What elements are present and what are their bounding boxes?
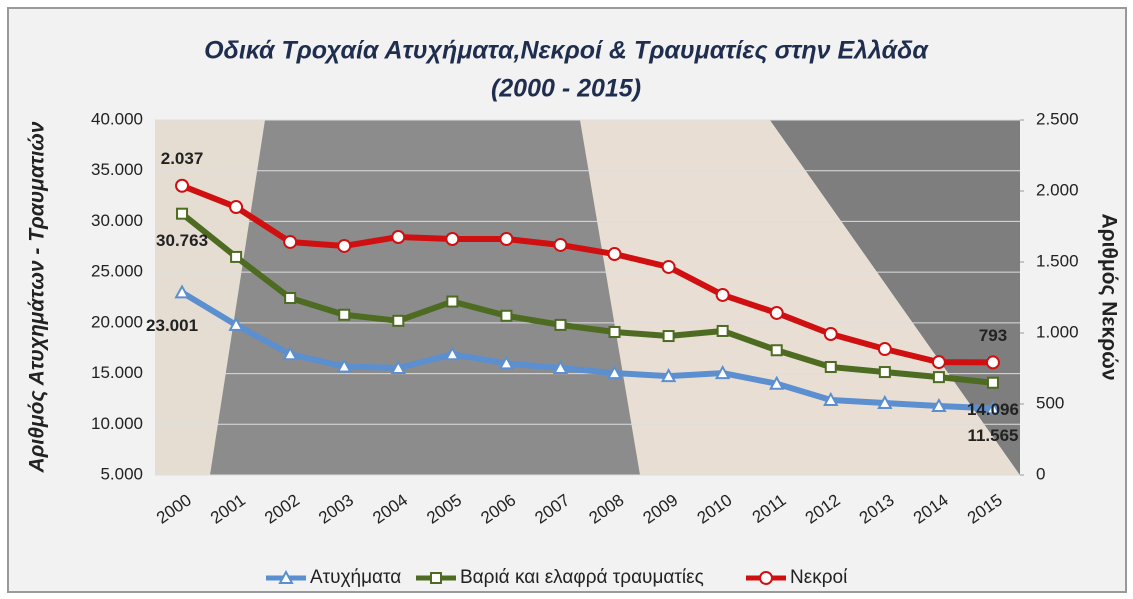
data-point [718, 326, 728, 336]
data-point [988, 378, 998, 388]
chart-subtitle: (2000 - 2015) [491, 75, 641, 103]
data-point [176, 180, 188, 192]
data-label: 23.001 [146, 316, 198, 335]
data-label: 30.763 [156, 231, 208, 250]
legend-marker [431, 573, 441, 583]
data-label: 11.565 [967, 426, 1018, 445]
data-label: 2.037 [161, 149, 204, 168]
data-point [555, 320, 565, 330]
y2-tick-label: 2.500 [1036, 109, 1079, 128]
data-point [934, 372, 944, 382]
data-point [393, 316, 403, 326]
chart-title: Οδικά Τροχαία Ατυχήματα,Νεκροί & Τραυματ… [204, 37, 929, 65]
data-point [825, 328, 837, 340]
data-label: 14.096 [967, 400, 1019, 419]
y2-tick-label: 1.000 [1036, 322, 1079, 341]
data-point [284, 236, 296, 248]
data-point [447, 297, 457, 307]
data-point [987, 356, 999, 368]
legend-label: Βαριά και ελαφρά τραυματίες [460, 567, 704, 588]
legend-label: Νεκροί [790, 567, 848, 588]
data-point [664, 331, 674, 341]
data-point [826, 362, 836, 372]
data-point [610, 327, 620, 337]
data-point [880, 367, 890, 377]
y-tick-label: 30.000 [91, 211, 143, 230]
chart: Οδικά Τροχαία Ατυχήματα,Νεκροί & Τραυματ… [0, 0, 1133, 594]
data-point [500, 233, 512, 245]
legend-marker [760, 572, 772, 584]
y-tick-label: 5.000 [100, 464, 143, 483]
data-point [392, 231, 404, 243]
y2-axis-title: Αριθμός Νεκρών [1097, 213, 1120, 380]
y-tick-label: 35.000 [91, 160, 143, 179]
legend-label: Ατυχήματα [310, 567, 401, 588]
y2-tick-label: 2.000 [1036, 180, 1079, 199]
data-point [771, 307, 783, 319]
y2-tick-label: 0 [1036, 464, 1045, 483]
y-tick-label: 40.000 [91, 109, 143, 128]
y-tick-label: 10.000 [91, 414, 143, 433]
data-point [285, 293, 295, 303]
data-point [177, 209, 187, 219]
y-axis-title: Αριθμός Ατυχημάτων - Τραυματιών [26, 121, 49, 473]
y-tick-label: 25.000 [91, 262, 143, 281]
data-point [338, 240, 350, 252]
data-point [933, 356, 945, 368]
data-point [717, 289, 729, 301]
data-point [231, 252, 241, 262]
data-point [772, 345, 782, 355]
y2-tick-label: 500 [1036, 393, 1064, 412]
data-point [339, 310, 349, 320]
data-point [501, 311, 511, 321]
data-point [230, 201, 242, 213]
y2-tick-label: 1.500 [1036, 251, 1079, 270]
data-point [446, 233, 458, 245]
data-point [879, 343, 891, 355]
data-label: 793 [979, 326, 1007, 345]
data-point [609, 248, 621, 260]
data-point [554, 239, 566, 251]
y-tick-label: 20.000 [91, 312, 143, 331]
y-tick-label: 15.000 [91, 363, 143, 382]
data-point [663, 261, 675, 273]
